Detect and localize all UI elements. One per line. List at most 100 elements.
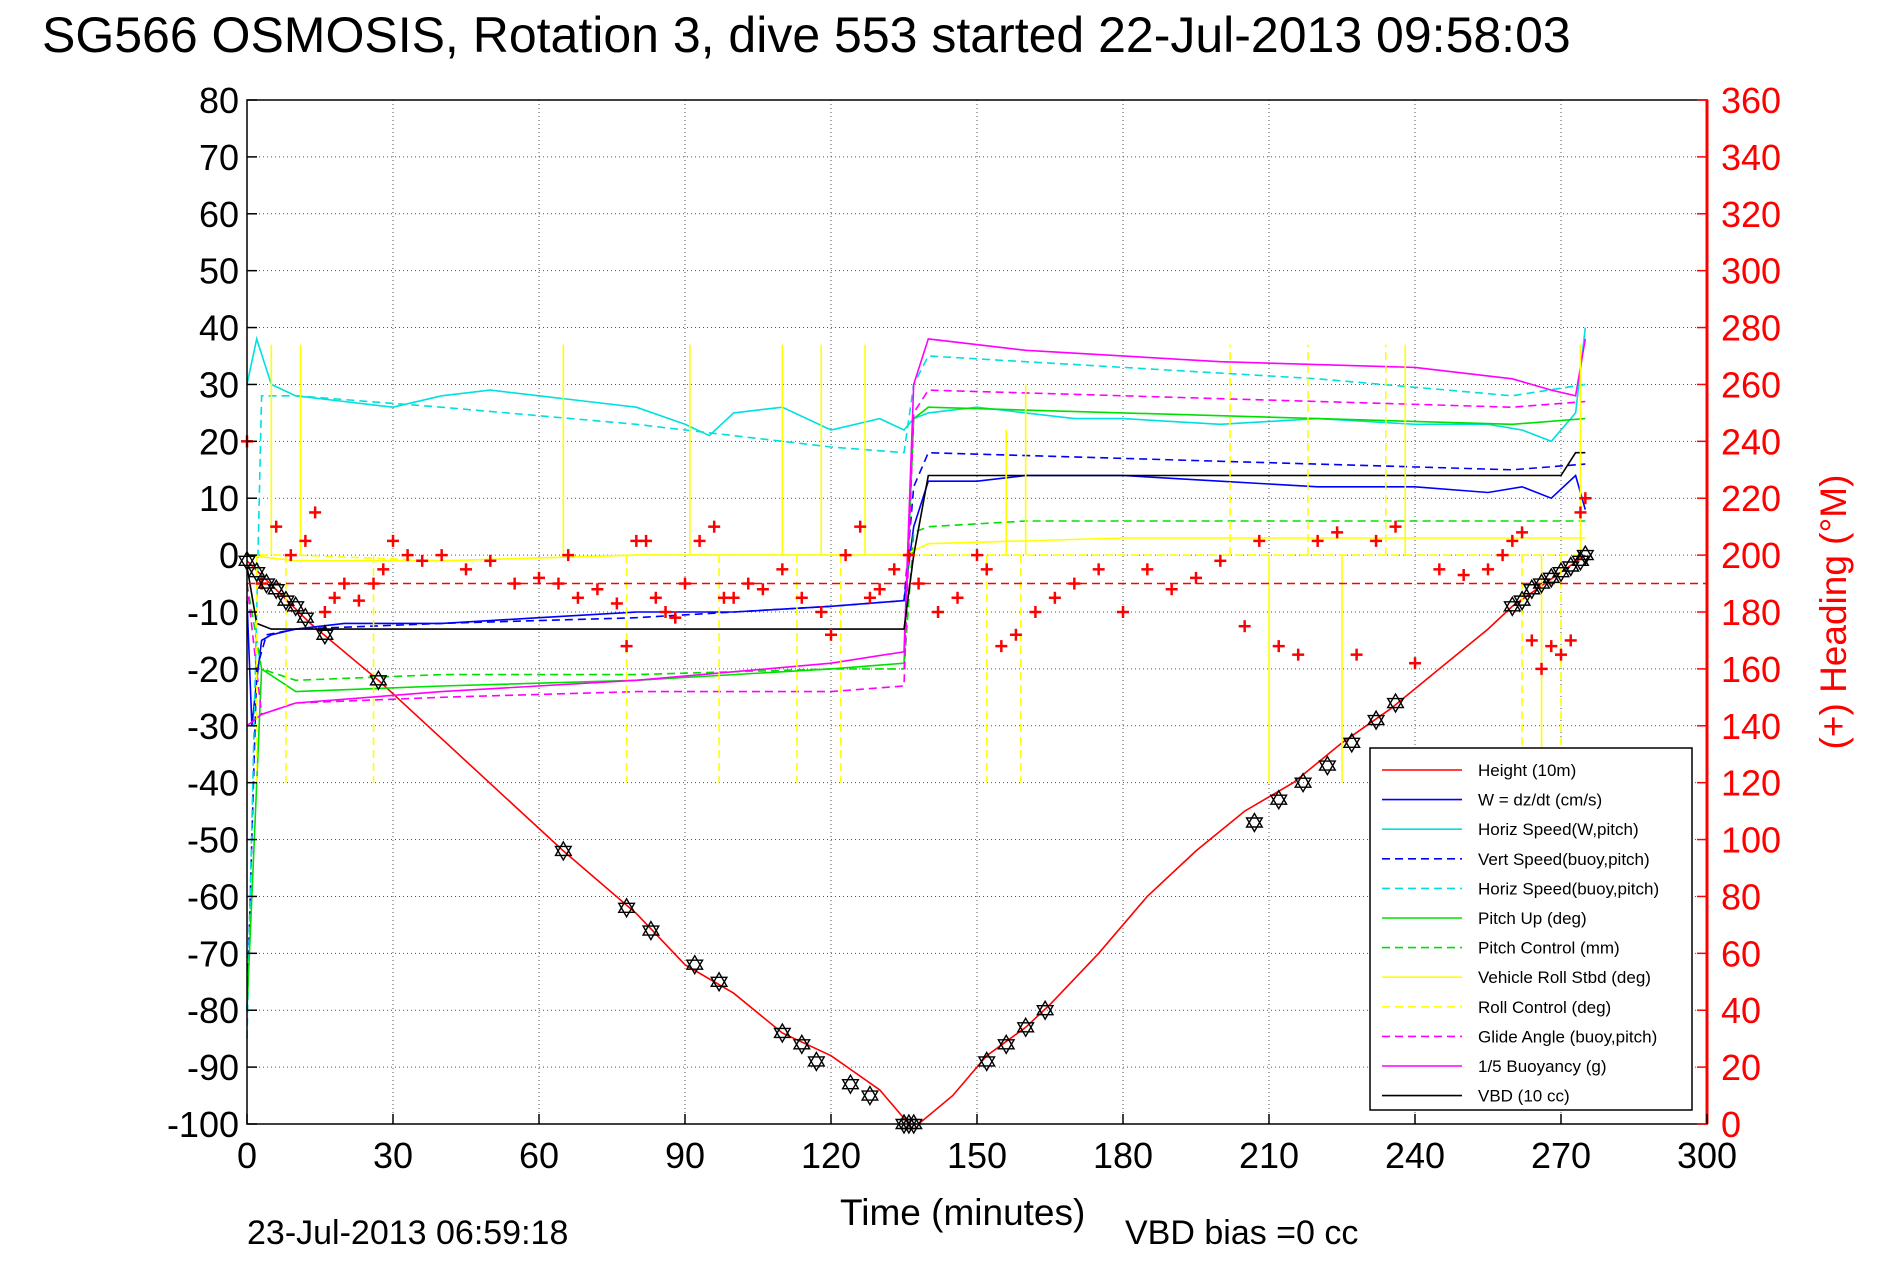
dive-marker [710, 971, 729, 993]
x-tick-label: 300 [1677, 1135, 1737, 1176]
heading-point [825, 628, 837, 641]
heading-point [888, 563, 901, 576]
heading-point [552, 577, 565, 590]
y-tick-label: -70 [187, 933, 239, 974]
y2-tick-label: 140 [1721, 706, 1781, 747]
dive-marker [860, 1085, 879, 1106]
heading-point [1141, 563, 1154, 576]
heading-point [1535, 662, 1548, 675]
heading-point [1409, 657, 1421, 670]
dive-marker [315, 624, 334, 646]
dive-marker [1294, 772, 1313, 794]
heading-point [1029, 606, 1042, 618]
heading-point [610, 597, 623, 610]
dive-marker [641, 920, 660, 941]
heading-point [1311, 534, 1324, 547]
heading-point [932, 606, 945, 618]
y2-tick-label: 300 [1721, 251, 1781, 292]
dive-marker [1551, 561, 1571, 583]
series-line-11 [246, 451, 1586, 630]
x-axis-label: Time (minutes) [840, 1192, 1085, 1233]
dive-marker [685, 954, 704, 976]
legend-label: 1/5 Buoyancy (g) [1478, 1057, 1607, 1076]
x-tick-label: 30 [373, 1135, 413, 1176]
dive-marker [1016, 1016, 1035, 1038]
dive-marker [1561, 556, 1580, 577]
heading-point [971, 549, 983, 562]
heading-point [1272, 640, 1285, 653]
heading-point [318, 606, 331, 618]
dive-marker [997, 1033, 1016, 1055]
heading-point [1117, 606, 1129, 618]
heading-point [1506, 534, 1519, 547]
y-tick-label: -80 [187, 990, 239, 1031]
heading-point [309, 506, 322, 519]
dive-marker [1269, 789, 1288, 811]
legend-label: Pitch Up (deg) [1478, 909, 1587, 928]
heading-point [649, 591, 662, 604]
heading-point [299, 534, 312, 547]
heading-point [902, 549, 915, 562]
y-tick-label: 30 [199, 364, 239, 405]
y-tick-label: 80 [199, 80, 239, 121]
y-tick-label: 10 [199, 478, 239, 519]
y-tick-label: -30 [187, 706, 239, 747]
dive-marker [1522, 578, 1541, 600]
heading-point [669, 611, 682, 624]
series-line-2 [246, 327, 1587, 443]
heading-point [484, 554, 497, 567]
heading-point [367, 577, 380, 590]
dive-marker [276, 590, 295, 612]
y-tick-label: -100 [167, 1104, 239, 1145]
heading-point [1555, 648, 1567, 661]
heading-point [416, 554, 429, 567]
legend-label: Pitch Control (mm) [1478, 939, 1620, 958]
y2-axis-label: (+) Heading (°M) [1813, 475, 1854, 750]
dive-marker [1576, 544, 1595, 566]
x-axis-ticks: 0 30 60 90 120 150 180 210 240 270 300 [237, 1114, 1737, 1176]
x-tick-label: 210 [1239, 1135, 1299, 1176]
y-tick-label: 50 [199, 251, 239, 292]
heading-point [1516, 526, 1529, 539]
heading-point [995, 640, 1008, 653]
y2-tick-label: 240 [1721, 421, 1781, 462]
y-axis-ticks: 80 70 60 50 40 30 20 10 0 -10 -20 -30 -40 -50 -60 -70 -8… [167, 80, 257, 1145]
footer-timestamp: 23-Jul-2013 06:59:18 [247, 1214, 568, 1252]
y-tick-label: -20 [187, 649, 239, 690]
y-tick-label: 20 [199, 421, 239, 462]
heading-point [1350, 648, 1363, 661]
x-tick-label: 0 [237, 1135, 257, 1176]
dive-marker [617, 897, 636, 919]
y-tick-label: -60 [187, 876, 239, 917]
legend-box [1369, 747, 1693, 1111]
legend-label: W = dz/dt (cm/s) [1478, 791, 1602, 810]
heading-point [863, 591, 876, 604]
heading-point [854, 520, 867, 533]
y2-tick-label: 320 [1721, 194, 1781, 235]
heading-point [1165, 583, 1178, 596]
heading-layer [241, 435, 1707, 675]
series-line-10 [246, 338, 1587, 727]
dive-marker [977, 1051, 996, 1072]
y-tick-label: 0 [219, 535, 239, 576]
heading-point [401, 549, 414, 562]
x-tick-label: 90 [665, 1135, 705, 1176]
heading-point [270, 520, 283, 533]
heading-point [1482, 563, 1494, 576]
heading-point [562, 549, 575, 562]
series-line-4 [246, 355, 1586, 1039]
chart-title: SG566 OSMOSIS, Rotation 3, dive 553 star… [42, 7, 1571, 63]
dive-marker [1342, 732, 1361, 754]
series-line-0 [246, 554, 1586, 1125]
dive-marker [1532, 573, 1551, 594]
y2-tick-label: 260 [1721, 364, 1781, 405]
y-tick-label: 60 [199, 194, 239, 235]
dive-marker [841, 1073, 860, 1095]
y2-tick-label: 180 [1721, 592, 1781, 633]
marker-layer [237, 544, 1595, 1135]
x-tick-label: 180 [1093, 1135, 1153, 1176]
heading-point [912, 577, 925, 590]
y2-tick-label: 80 [1721, 876, 1761, 917]
heading-point [1190, 571, 1202, 584]
